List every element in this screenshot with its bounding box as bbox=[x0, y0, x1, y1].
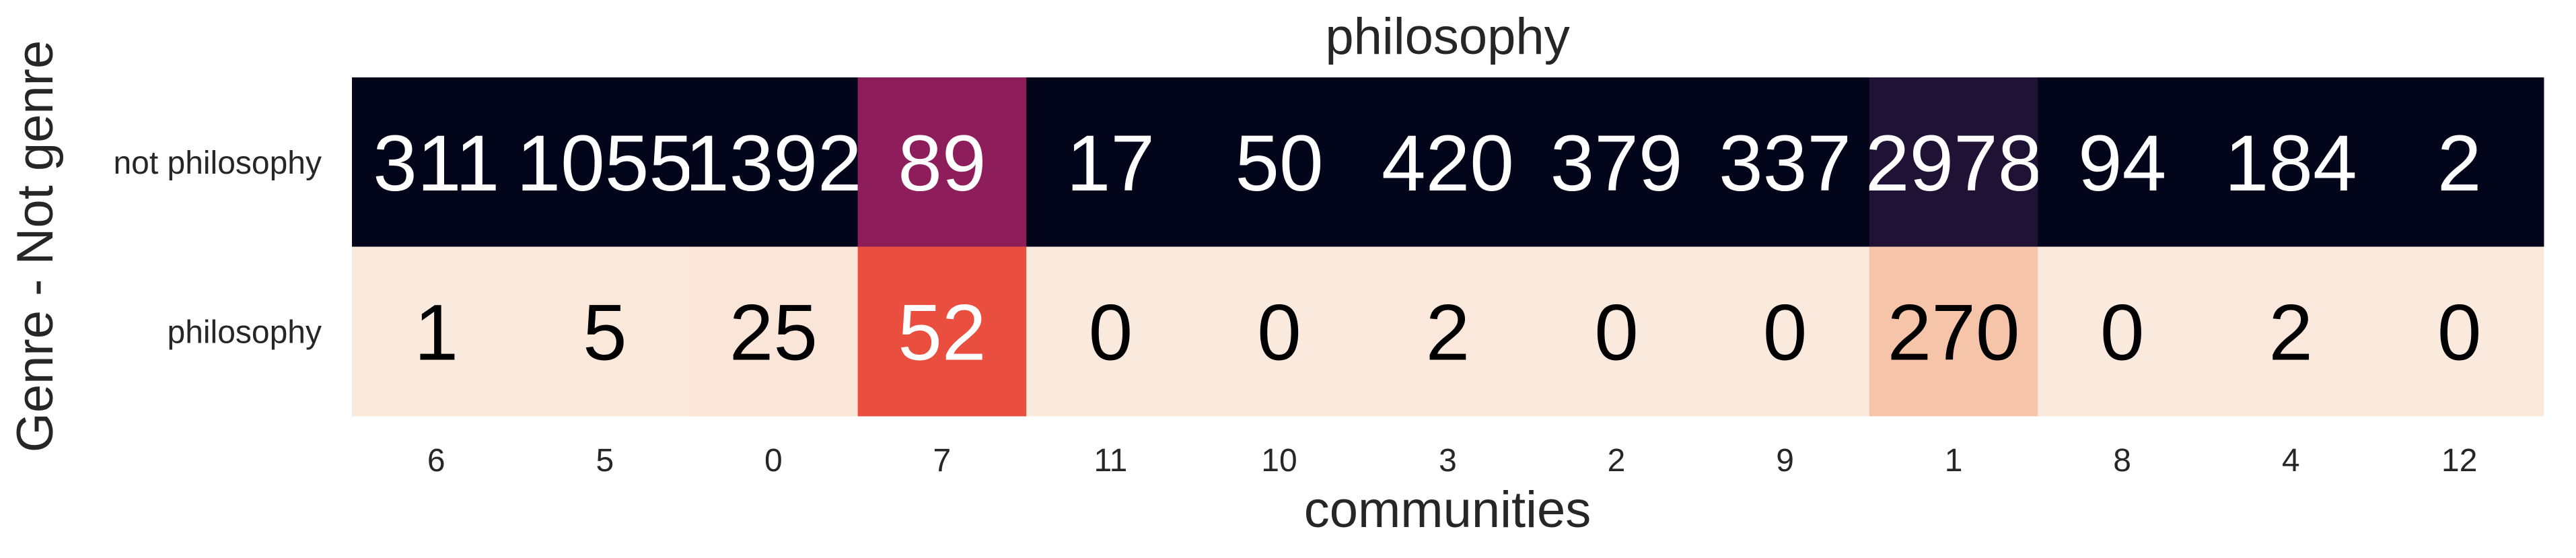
heatmap-cell bbox=[1363, 77, 1533, 247]
cell-value-label: 2 bbox=[2268, 288, 2313, 377]
cell-value-label: 379 bbox=[1550, 119, 1683, 208]
cell-value-label: 17 bbox=[1067, 119, 1155, 208]
x-tick-label: 6 bbox=[427, 443, 445, 479]
cell-value-label: 0 bbox=[2100, 288, 2145, 377]
heatmap-cell bbox=[1869, 246, 2038, 417]
y-axis-label: Genre - Not genre bbox=[7, 40, 64, 453]
chart-title: philosophy bbox=[1325, 8, 1569, 65]
x-tick-label: 4 bbox=[2282, 443, 2300, 479]
x-tick-label: 11 bbox=[1094, 443, 1128, 479]
heatmap-cell bbox=[2375, 77, 2544, 247]
y-tick-label: not philosophy bbox=[113, 145, 322, 181]
heatmap-cell bbox=[2038, 246, 2207, 417]
x-tick-label: 1 bbox=[1945, 443, 1963, 479]
cell-value-label: 25 bbox=[729, 288, 818, 377]
heatmap-cell bbox=[1026, 246, 1196, 417]
heatmap-cell bbox=[2206, 77, 2375, 247]
heatmap-cell bbox=[2375, 246, 2544, 417]
heatmap-cell bbox=[1194, 77, 1364, 247]
heatmap-cell bbox=[1194, 246, 1364, 417]
cell-value-label: 337 bbox=[1719, 119, 1851, 208]
x-tick-label: 2 bbox=[1608, 443, 1626, 479]
heatmap-cell bbox=[1701, 77, 1870, 247]
cell-value-label: 2 bbox=[1426, 288, 1470, 377]
cell-value-label: 2 bbox=[2437, 119, 2482, 208]
cell-value-label: 1055 bbox=[517, 119, 694, 208]
x-tick-label: 8 bbox=[2113, 443, 2131, 479]
cell-value-label: 50 bbox=[1235, 119, 1323, 208]
x-tick-label: 12 bbox=[2441, 443, 2477, 479]
cell-value-label: 94 bbox=[2078, 119, 2166, 208]
cell-value-label: 311 bbox=[373, 119, 499, 208]
heatmap-cell bbox=[689, 246, 859, 417]
x-tick-label: 7 bbox=[933, 443, 952, 479]
cell-value-label: 420 bbox=[1382, 119, 1514, 208]
x-tick-labels: 6 5 0 7 11 10 3 2 9 1 8 4 12 bbox=[427, 443, 2478, 479]
heatmap-cell bbox=[1532, 246, 1701, 417]
cell-value-label: 184 bbox=[2225, 119, 2357, 208]
cell-value-label: 89 bbox=[898, 119, 986, 208]
y-tick-label: philosophy bbox=[168, 314, 322, 350]
cell-value-label: 0 bbox=[1594, 288, 1639, 377]
y-tick-labels: not philosophy philosophy bbox=[113, 145, 322, 351]
cell-value-label: 2978 bbox=[1865, 119, 2042, 208]
x-tick-label: 9 bbox=[1776, 443, 1794, 479]
heatmap-cell bbox=[689, 77, 859, 247]
x-tick-label: 5 bbox=[596, 443, 614, 479]
cell-value-label: 270 bbox=[1888, 288, 2020, 377]
heatmap-cell bbox=[1532, 77, 1701, 247]
cell-value-label: 0 bbox=[2437, 288, 2482, 377]
x-tick-label: 3 bbox=[1439, 443, 1457, 479]
cell-value-label: 0 bbox=[1257, 288, 1301, 377]
x-tick-label: 0 bbox=[764, 443, 783, 479]
heatmap-cell bbox=[1869, 77, 2038, 247]
heatmap-cell bbox=[2206, 246, 2375, 417]
cell-value-label: 1392 bbox=[685, 119, 862, 208]
cell-value-label: 1 bbox=[414, 288, 458, 377]
cell-value-label: 0 bbox=[1763, 288, 1808, 377]
heatmap-cell bbox=[1701, 246, 1870, 417]
x-tick-label: 10 bbox=[1261, 443, 1297, 479]
heatmap-cell bbox=[2038, 77, 2207, 247]
heatmap-cell bbox=[352, 77, 522, 247]
heatmap-cell bbox=[520, 246, 690, 417]
cell-value-label: 5 bbox=[583, 288, 627, 377]
cell-value-label: 52 bbox=[898, 288, 986, 377]
heatmap-cell bbox=[1026, 77, 1196, 247]
heatmap-cell bbox=[352, 246, 522, 417]
heatmap-cell bbox=[857, 246, 1027, 417]
heatmap-cell bbox=[1363, 246, 1533, 417]
x-axis-label: communities bbox=[1304, 481, 1591, 538]
heatmap-cell bbox=[857, 77, 1027, 247]
cell-value-label: 0 bbox=[1089, 288, 1133, 377]
heatmap-cell bbox=[520, 77, 690, 247]
